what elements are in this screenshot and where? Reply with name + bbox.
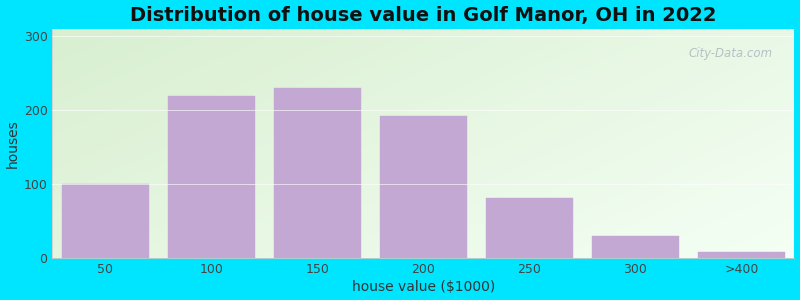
Bar (168, 95, 255, 258)
Bar (274, 88, 361, 258)
Y-axis label: houses: houses (6, 119, 19, 168)
X-axis label: house value ($1000): house value ($1000) (352, 280, 495, 294)
Text: City-Data.com: City-Data.com (688, 47, 772, 60)
Bar (698, 253, 785, 258)
Title: Distribution of house value in Golf Manor, OH in 2022: Distribution of house value in Golf Mano… (130, 6, 717, 25)
Bar (592, 236, 679, 258)
Bar (380, 116, 467, 258)
Bar (486, 198, 573, 258)
Bar (62, 184, 149, 258)
